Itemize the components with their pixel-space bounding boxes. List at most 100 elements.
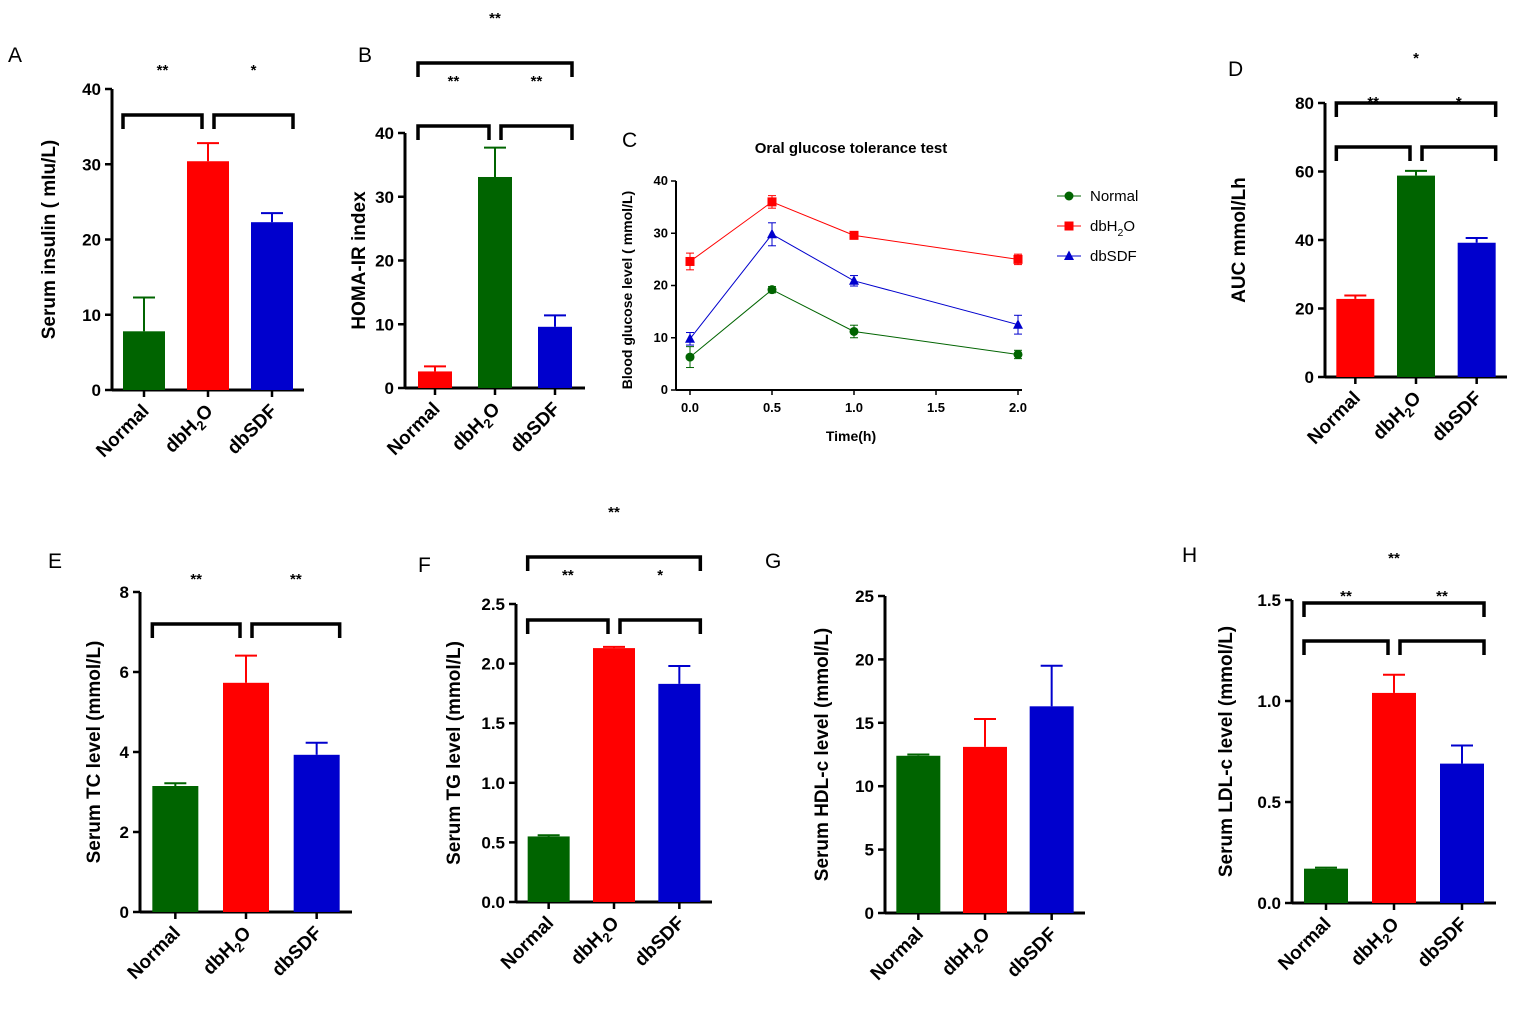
significance-bracket — [1398, 639, 1486, 655]
series-line-dbsdf — [689, 233, 1019, 340]
y-tick-label: 6 — [120, 663, 129, 682]
category-label: dbH2O — [199, 923, 258, 982]
y-tick-label: 80 — [1295, 94, 1314, 113]
significance-label: ** — [562, 567, 574, 584]
y-tick-label: 0.0 — [481, 893, 505, 912]
y-tick-label: 60 — [1295, 163, 1314, 182]
y-axis-label: HOMA-IR index — [349, 191, 370, 330]
significance-label: ** — [1436, 588, 1448, 605]
y-tick-label: 1.0 — [1257, 692, 1281, 711]
significance-label: * — [657, 567, 663, 584]
y-tick-label: 2.0 — [481, 655, 505, 674]
y-tick-label: 0 — [661, 382, 668, 397]
category-label: dbH2O — [448, 399, 507, 458]
panel-label: D — [1228, 58, 1243, 81]
significance-bracket — [250, 622, 342, 638]
bar-normal — [527, 836, 570, 902]
y-tick-label: 1.5 — [481, 714, 505, 733]
x-tick-label: 2.0 — [1009, 400, 1027, 415]
category-label: Normal — [124, 923, 185, 984]
y-axis-label: Serum LDL-c level (mmol/L) — [1216, 626, 1237, 877]
data-point-square — [1013, 254, 1023, 264]
legend-marker-square — [1064, 221, 1074, 231]
y-tick-label: 10 — [375, 315, 394, 334]
y-tick-label: 40 — [1295, 231, 1314, 250]
y-tick-label: 0 — [865, 904, 874, 923]
significance-label: ** — [531, 73, 543, 90]
series-line-normal — [689, 289, 1019, 358]
x-axis-label: Time(h) — [826, 428, 876, 444]
significance-bracket — [1302, 601, 1486, 617]
x-tick-label: 1.0 — [845, 400, 863, 415]
data-point-circle — [1013, 349, 1023, 359]
data-point-triangle — [767, 228, 777, 239]
y-tick-label: 10 — [82, 306, 101, 325]
significance-label: ** — [448, 73, 460, 90]
significance-label: * — [251, 62, 257, 79]
significance-bracket — [416, 61, 574, 77]
significance-label: ** — [1388, 550, 1400, 567]
panel-label: C — [622, 129, 637, 152]
y-axis-label: Serum insulin ( mIu/L) — [39, 140, 60, 340]
y-tick-label: 10 — [855, 777, 874, 796]
category-label: dbSDF — [1413, 914, 1471, 972]
significance-label: ** — [608, 504, 620, 521]
bar-dbh2o — [1372, 692, 1416, 903]
legend-label: dbH2O — [1090, 218, 1135, 239]
y-tick-label: 20 — [654, 278, 668, 293]
y-axis-label: Serum TC level (mmol/L) — [84, 641, 105, 864]
y-tick-label: 0.0 — [1257, 894, 1281, 913]
panel-label: A — [8, 44, 22, 67]
category-label: dbSDF — [1428, 388, 1486, 446]
bar-normal — [1336, 298, 1375, 377]
data-point-circle — [685, 352, 695, 362]
category-label: dbH2O — [1369, 388, 1428, 447]
panel-label: G — [765, 550, 781, 573]
panel-g: G 0 5 10 15 20 25 Serum HDL-c level (mmol/L) Nor… — [765, 550, 1085, 985]
significance-bracket — [1334, 101, 1498, 117]
chart-title: Oral glucose tolerance test — [755, 140, 948, 157]
panel-label: B — [358, 44, 372, 67]
bar-dbh2o — [593, 648, 635, 902]
bar-normal — [123, 331, 165, 390]
category-label: Normal — [1274, 914, 1335, 975]
y-tick-label: 1.0 — [481, 774, 505, 793]
panel-label: H — [1182, 544, 1197, 567]
data-point-triangle — [1013, 319, 1023, 329]
bar-normal — [896, 755, 941, 913]
data-point-square — [767, 197, 777, 207]
bar-dbsdf — [1029, 706, 1074, 913]
legend-marker-triangle — [1064, 250, 1074, 260]
significance-bracket — [212, 113, 295, 129]
bar-normal — [418, 371, 452, 388]
y-tick-label: 0.5 — [481, 833, 505, 852]
significance-bracket — [1334, 145, 1412, 161]
data-point-circle — [849, 326, 859, 336]
legend-marker-circle — [1064, 191, 1074, 201]
y-tick-label: 1.5 — [1257, 591, 1281, 610]
x-tick-label: 1.5 — [927, 400, 945, 415]
significance-label: ** — [157, 62, 169, 79]
category-label: dbSDF — [268, 923, 326, 981]
y-tick-label: 30 — [82, 155, 101, 174]
significance-bracket — [618, 618, 703, 634]
significance-bracket — [1302, 639, 1390, 655]
y-axis-label: Serum TG level (mmol/L) — [444, 641, 465, 865]
bar-dbh2o — [223, 682, 269, 912]
bar-dbh2o — [963, 746, 1007, 913]
category-label: dbH2O — [567, 913, 626, 972]
y-tick-label: 4 — [120, 743, 130, 762]
significance-bracket — [150, 622, 242, 638]
data-point-square — [849, 230, 859, 240]
y-tick-label: 8 — [120, 583, 129, 602]
bar-dbsdf — [251, 222, 293, 390]
bar-dbh2o — [187, 161, 229, 390]
bar-dbsdf — [1457, 242, 1496, 377]
category-label: dbSDF — [631, 913, 689, 971]
significance-bracket — [499, 124, 574, 140]
significance-label: ** — [290, 571, 302, 588]
panel-label: E — [48, 550, 62, 573]
